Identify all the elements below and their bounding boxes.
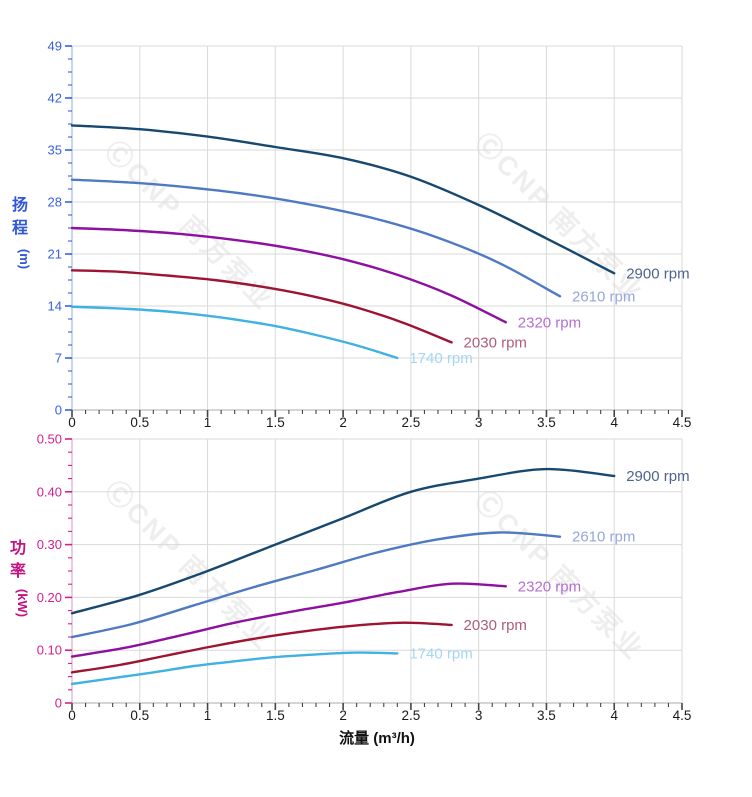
curve-label-1740-rpm: 1740 rpm [409,350,472,367]
x-tick-label: 4.5 [673,708,692,723]
y-axis-title-char: 功 [10,539,26,557]
curve-2320-rpm [70,226,507,324]
y-tick-label: 0 [55,696,62,711]
curve-1740-rpm [70,305,399,360]
y-tick-label: 0.20 [37,590,62,605]
curve-2900-rpm [70,467,616,615]
x-tick-label: 3.5 [537,415,556,430]
curve-2030-rpm [70,621,453,674]
x-tick-label: 4 [610,415,618,430]
y-tick-label: 7 [55,351,62,366]
y-tick-label: 14 [48,299,62,314]
curve-2610-rpm [70,531,562,639]
head-curve-chart [65,45,683,417]
y-axis-title-unit: (kW) [15,589,30,617]
y-tick-label: 35 [48,143,62,158]
y-axis-title-char: 率 [10,561,26,580]
watermark-text-4: ⒸCNP 南方泵业 [469,484,651,666]
curve-label-2030-rpm: 2030 rpm [464,617,527,634]
curve-label-2900-rpm: 2900 rpm [626,265,689,282]
x-tick-label: 3.5 [537,708,556,723]
y-tick-label: 28 [48,195,62,210]
x-tick-label: 0 [68,708,76,723]
x-tick-label: 2 [339,708,347,723]
curve-2320-rpm [70,582,507,658]
y-tick-label: 0.40 [37,484,62,499]
curve-2030-rpm [70,269,453,344]
curve-1740-rpm [70,651,399,686]
x-tick-label: 2.5 [401,415,420,430]
x-tick-label: 4 [610,708,618,723]
x-tick-label: 4.5 [673,415,692,430]
curve-label-2320-rpm: 2320 rpm [518,314,581,331]
curve-label-2320-rpm: 2320 rpm [518,578,581,595]
y-tick-label: 0.30 [37,537,62,552]
y-axis-title-char: 扬 [12,195,28,214]
y-tick-label: 42 [48,91,62,106]
y-tick-label: 0.10 [37,643,62,658]
x-axis-title: 流量 (m³/h) [339,729,415,747]
power-curve-chart [65,438,683,710]
x-tick-label: 1.5 [266,415,285,430]
x-tick-label: 0.5 [130,415,149,430]
y-tick-label: 0.50 [37,432,62,447]
y-tick-label: 21 [48,247,62,262]
watermark-text-3: ⒸCNP 南方泵业 [99,474,281,656]
curve-label-2610-rpm: 2610 rpm [572,288,635,305]
curve-label-2610-rpm: 2610 rpm [572,529,635,546]
x-tick-label: 0.5 [130,708,149,723]
x-tick-label: 3 [475,708,483,723]
y-axis-title-char: 程 [12,219,28,237]
x-tick-label: 2.5 [401,708,420,723]
x-tick-label: 1 [204,415,212,430]
curve-2610-rpm [70,178,562,298]
y-tick-label: 0 [55,403,62,418]
curve-label-2900-rpm: 2900 rpm [626,468,689,485]
x-tick-label: 1 [204,708,212,723]
x-tick-label: 2 [339,415,347,430]
y-tick-label: 49 [48,39,62,54]
watermark-text-2: ⒸCNP 南方泵业 [469,126,651,308]
x-tick-label: 1.5 [266,708,285,723]
curve-label-1740-rpm: 1740 rpm [409,645,472,662]
watermark-text-1: ⒸCNP 南方泵业 [99,134,281,316]
curve-label-2030-rpm: 2030 rpm [464,334,527,351]
y-axis-title-unit: (m) [17,249,32,269]
x-tick-label: 3 [475,415,483,430]
curve-2900-rpm [70,124,616,275]
x-tick-label: 0 [68,415,76,430]
